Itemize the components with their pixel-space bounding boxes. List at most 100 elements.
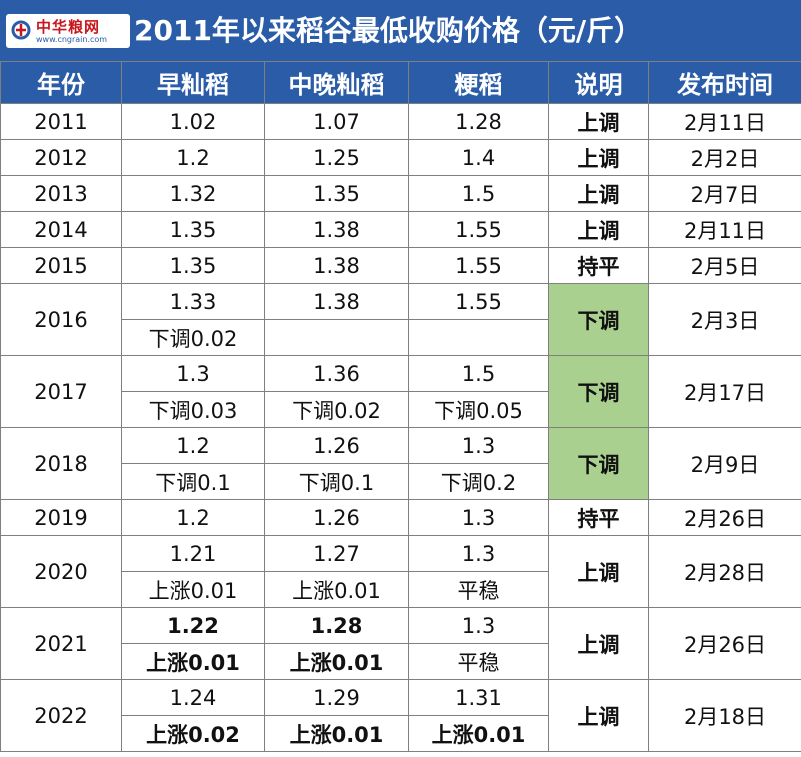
date-cell: 2月26日 xyxy=(648,607,801,680)
early-change: 下调0.1 xyxy=(121,463,265,500)
year-cell: 2020 xyxy=(0,535,122,608)
year-cell: 2021 xyxy=(0,607,122,680)
date-cell: 2月7日 xyxy=(648,175,801,212)
early-price: 1.32 xyxy=(121,175,265,212)
header-note: 说明 xyxy=(548,61,649,104)
mid-price: 1.29 xyxy=(264,679,409,716)
date-cell: 2月9日 xyxy=(648,427,801,500)
japonica-price: 1.4 xyxy=(408,139,549,176)
mid-price: 1.36 xyxy=(264,355,409,392)
mid-change: 上涨0.01 xyxy=(264,715,409,752)
early-price: 1.22 xyxy=(121,607,265,644)
japonica-price: 1.55 xyxy=(408,247,549,284)
mid-change: 下调0.1 xyxy=(264,463,409,500)
table-header-row: 年份 早籼稻 中晚籼稻 粳稻 说明 发布时间 xyxy=(0,61,801,104)
table-row: 2015 1.35 1.38 1.55 持平 2月5日 xyxy=(0,247,801,284)
early-price: 1.2 xyxy=(121,499,265,536)
table-row: 2016 1.33 1.38 1.55 下调 2月3日 xyxy=(0,283,801,356)
note-cell: 上调 xyxy=(548,679,649,752)
table-row-change: 上涨0.01 上涨0.01 平稳 xyxy=(1,571,801,608)
mid-price: 1.35 xyxy=(264,175,409,212)
table-row: 2011 1.02 1.07 1.28 上调 2月11日 xyxy=(0,103,801,140)
logo-url: www.cngrain.com xyxy=(36,35,108,44)
table-row: 2019 1.2 1.26 1.3 持平 2月26日 xyxy=(0,499,801,536)
year-cell: 2017 xyxy=(0,355,122,428)
table-row-change: 上涨0.02 上涨0.01 上涨0.01 xyxy=(1,715,801,752)
mid-change xyxy=(264,319,409,356)
mid-price: 1.28 xyxy=(264,607,409,644)
header-mid: 中晚籼稻 xyxy=(264,61,409,104)
year-cell: 2016 xyxy=(0,283,122,356)
note-cell: 上调 xyxy=(548,211,649,248)
early-change: 上涨0.01 xyxy=(121,643,265,680)
date-cell: 2月28日 xyxy=(648,535,801,608)
japonica-price: 1.28 xyxy=(408,103,549,140)
table-row: 2017 1.3 1.36 1.5 下调 2月17日 xyxy=(0,355,801,428)
japonica-price: 1.5 xyxy=(408,175,549,212)
mid-price: 1.26 xyxy=(264,499,409,536)
japonica-price: 1.3 xyxy=(408,535,549,572)
japonica-price: 1.3 xyxy=(408,499,549,536)
early-change: 上涨0.02 xyxy=(121,715,265,752)
page-title: 2011年以来稻谷最低收购价格（元/斤） xyxy=(134,14,643,47)
year-cell: 2014 xyxy=(0,211,122,248)
table-row: 2013 1.32 1.35 1.5 上调 2月7日 xyxy=(0,175,801,212)
header-date: 发布时间 xyxy=(648,61,801,104)
note-cell: 持平 xyxy=(548,247,649,284)
note-cell: 下调 xyxy=(548,283,649,356)
early-price: 1.3 xyxy=(121,355,265,392)
table-row-change: 下调0.1 下调0.1 下调0.2 xyxy=(1,463,801,500)
japonica-change xyxy=(408,319,549,356)
note-cell: 上调 xyxy=(548,607,649,680)
date-cell: 2月3日 xyxy=(648,283,801,356)
early-price: 1.35 xyxy=(121,247,265,284)
mid-price: 1.07 xyxy=(264,103,409,140)
table-row-change: 下调0.03 下调0.02 下调0.05 xyxy=(1,391,801,428)
early-change: 下调0.02 xyxy=(121,319,265,356)
mid-price: 1.25 xyxy=(264,139,409,176)
date-cell: 2月11日 xyxy=(648,103,801,140)
date-cell: 2月18日 xyxy=(648,679,801,752)
date-cell: 2月26日 xyxy=(648,499,801,536)
table-row: 2014 1.35 1.38 1.55 上调 2月11日 xyxy=(0,211,801,248)
table-row: 2020 1.21 1.27 1.3 上调 2月28日 xyxy=(0,535,801,608)
early-change: 下调0.03 xyxy=(121,391,265,428)
note-cell: 上调 xyxy=(548,139,649,176)
japonica-price: 1.55 xyxy=(408,283,549,320)
mid-price: 1.38 xyxy=(264,211,409,248)
mid-price: 1.38 xyxy=(264,247,409,284)
year-cell: 2015 xyxy=(0,247,122,284)
note-cell: 持平 xyxy=(548,499,649,536)
note-cell: 上调 xyxy=(548,535,649,608)
early-price: 1.24 xyxy=(121,679,265,716)
date-cell: 2月5日 xyxy=(648,247,801,284)
japonica-change: 平稳 xyxy=(408,643,549,680)
price-table: 年份 早籼稻 中晚籼稻 粳稻 说明 发布时间 2011 1.02 1.07 1.… xyxy=(0,61,801,752)
early-price: 1.21 xyxy=(121,535,265,572)
year-cell: 2013 xyxy=(0,175,122,212)
japonica-change: 下调0.05 xyxy=(408,391,549,428)
japonica-change: 下调0.2 xyxy=(408,463,549,500)
table-row: 2021 1.22 1.28 1.3 上调 2月26日 xyxy=(0,607,801,680)
mid-change: 下调0.02 xyxy=(264,391,409,428)
japonica-price: 1.55 xyxy=(408,211,549,248)
japonica-price: 1.3 xyxy=(408,607,549,644)
japonica-change: 上涨0.01 xyxy=(408,715,549,752)
early-price: 1.33 xyxy=(121,283,265,320)
japonica-change: 平稳 xyxy=(408,571,549,608)
table-row: 2022 1.24 1.29 1.31 上调 2月18日 xyxy=(0,679,801,752)
year-cell: 2011 xyxy=(0,103,122,140)
note-cell: 上调 xyxy=(548,103,649,140)
japonica-price: 1.5 xyxy=(408,355,549,392)
mid-change: 上涨0.01 xyxy=(264,571,409,608)
note-cell: 下调 xyxy=(548,355,649,428)
early-price: 1.35 xyxy=(121,211,265,248)
grain-logo-icon xyxy=(11,20,31,40)
japonica-price: 1.3 xyxy=(408,427,549,464)
early-change: 上涨0.01 xyxy=(121,571,265,608)
date-cell: 2月2日 xyxy=(648,139,801,176)
note-cell: 上调 xyxy=(548,175,649,212)
site-logo[interactable]: 中华粮网 www.cngrain.com xyxy=(6,14,130,48)
year-cell: 2019 xyxy=(0,499,122,536)
date-cell: 2月11日 xyxy=(648,211,801,248)
